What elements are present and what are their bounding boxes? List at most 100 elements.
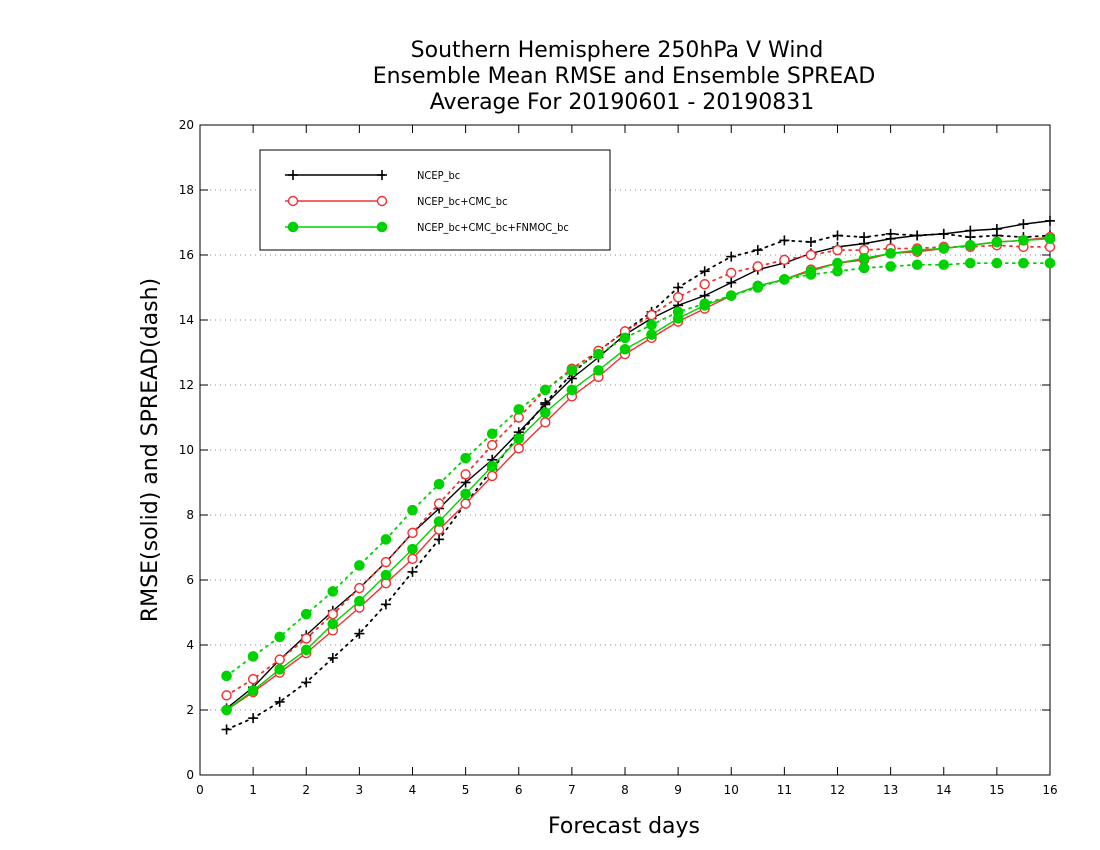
x-tick-label: 2 — [302, 783, 310, 797]
spread-point — [486, 439, 498, 451]
rmse-point — [593, 365, 604, 376]
spread-point — [1044, 257, 1056, 269]
y-tick-label: 18 — [179, 183, 194, 197]
y-tick-label: 2 — [186, 703, 194, 717]
rmse-point — [752, 280, 764, 292]
x-tick-label: 4 — [409, 783, 417, 797]
rmse-point — [619, 343, 631, 355]
rmse-point — [938, 228, 949, 239]
chart-title-line-1: Southern Hemisphere 250hPa V Wind — [411, 38, 824, 63]
chart-title-line-3: Average For 20190601 - 20190831 — [430, 90, 815, 115]
spread-point — [991, 257, 1003, 269]
rmse-point — [991, 224, 1002, 234]
spread-point — [646, 319, 657, 331]
legend-item: NCEP_bc+CMC_bc — [285, 195, 508, 208]
spread-point — [513, 404, 525, 415]
spread-point — [779, 254, 790, 266]
spread-point — [380, 556, 392, 568]
y-tick-label: 0 — [186, 768, 194, 782]
rmse-point — [699, 300, 710, 311]
spread-point — [752, 261, 764, 272]
rmse-point — [327, 618, 339, 630]
x-tick-label: 1 — [249, 783, 257, 797]
spread-point — [301, 677, 312, 688]
spread-point — [911, 259, 923, 271]
spread-point — [832, 244, 843, 256]
spread-line-ncep-bc-cmc-bc — [225, 244, 1051, 697]
rmse-point — [274, 664, 285, 675]
rmse-point — [566, 384, 578, 396]
spread-point — [433, 498, 445, 509]
spread-point — [938, 259, 950, 271]
spread-point — [619, 332, 631, 344]
spread-point — [433, 478, 445, 490]
spread-point — [699, 266, 710, 277]
rmse-point — [513, 433, 525, 444]
rmse-point — [965, 239, 976, 251]
rmse-point — [1018, 219, 1029, 230]
spread-point — [805, 249, 817, 261]
spread-point — [593, 348, 604, 360]
legend-label: NCEP_bc+CMC_bc+FNMOC_bc — [417, 221, 569, 234]
rmse-line-ncep-bc-cmc-bc-fnmoc-bc — [226, 238, 1051, 711]
spread-point — [673, 282, 684, 293]
x-tick-label: 6 — [515, 783, 523, 797]
rmse-point — [407, 553, 418, 565]
legend-marker — [288, 170, 298, 180]
spread-point — [327, 608, 339, 620]
rmse-point — [965, 225, 976, 236]
spread-point — [858, 262, 870, 274]
y-tick-label: 6 — [186, 573, 194, 587]
x-axis-label: Forecast days — [548, 814, 700, 839]
spread-point — [885, 261, 896, 272]
spread-point — [248, 713, 259, 724]
rmse-point — [885, 248, 896, 259]
spread-point — [646, 309, 657, 321]
spread-point — [540, 384, 551, 396]
spread-point — [221, 724, 232, 735]
legend-label: NCEP_bc+CMC_bc — [417, 195, 508, 208]
legend-label: NCEP_bc — [417, 169, 460, 182]
rmse-point — [858, 252, 870, 264]
spread-point — [380, 534, 392, 545]
x-tick-label: 11 — [777, 783, 792, 797]
rmse-point — [991, 236, 1003, 248]
rmse-point — [672, 313, 684, 324]
legend: NCEP_bc NCEP_bc+CMC_bc NCEP_bc+CMC_bc+FNMO… — [259, 149, 611, 251]
rmse-point — [300, 644, 312, 656]
rmse-point — [460, 498, 471, 509]
rmse-point — [540, 417, 551, 428]
rmse-point — [247, 685, 259, 696]
y-tick-label: 4 — [186, 638, 194, 652]
spread-point — [779, 235, 790, 246]
rmse-point — [354, 595, 365, 607]
x-tick-label: 14 — [936, 783, 951, 797]
rmse-point — [805, 265, 817, 277]
spread-point — [380, 599, 391, 610]
series-ncep-bc — [221, 215, 1055, 735]
legend-item: NCEP_bc — [285, 169, 460, 182]
spread-point — [486, 428, 498, 440]
legend-items: NCEP_bc NCEP_bc+CMC_bc NCEP_bc+CMC_bc+FNMO… — [285, 169, 569, 234]
spread-point — [965, 257, 976, 269]
spread-point — [699, 279, 710, 290]
spread-point — [407, 527, 418, 539]
y-tick-label: 12 — [179, 378, 194, 392]
spread-point — [407, 504, 418, 516]
x-tick-label: 13 — [883, 783, 898, 797]
spread-point — [726, 251, 737, 262]
rmse-point — [726, 277, 737, 288]
x-tick-label: 0 — [196, 783, 204, 797]
spread-point — [300, 608, 312, 620]
rmse-point — [513, 443, 524, 454]
legend-marker — [376, 221, 388, 233]
grid — [200, 189, 1050, 711]
legend-box — [259, 149, 611, 251]
rmse-point — [221, 704, 232, 716]
spread-point — [301, 633, 312, 644]
legend-marker — [376, 195, 388, 207]
y-ticks: 0 2 4 6 8 10 12 14 16 18 20 — [179, 118, 1050, 782]
rmse-line-ncep-bc-cmc-bc — [226, 236, 1051, 711]
spread-point — [672, 292, 684, 303]
